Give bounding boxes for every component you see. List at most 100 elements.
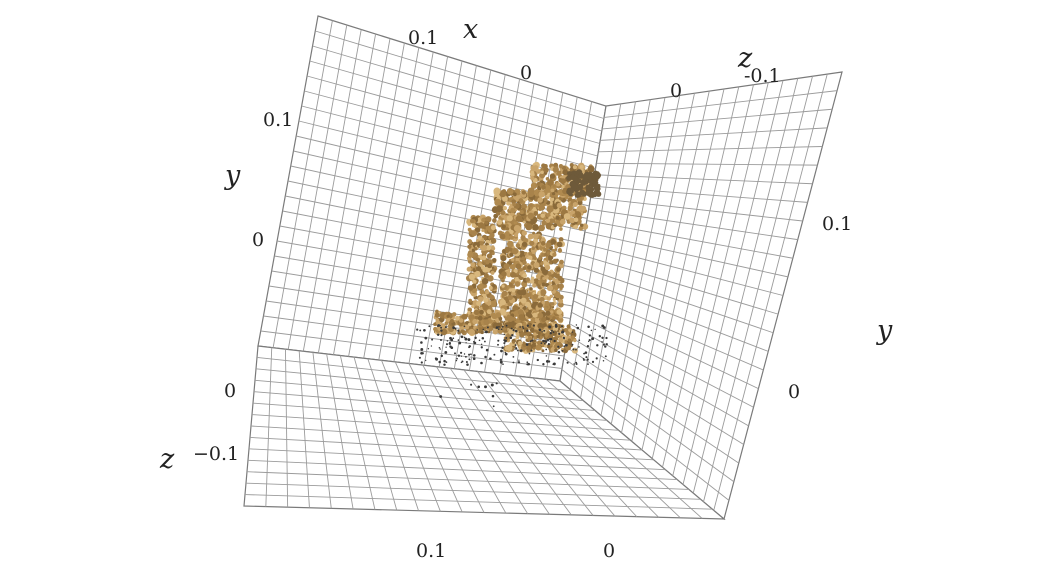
cloud-point (526, 345, 532, 351)
cloud-point (578, 226, 584, 231)
cloud-point (446, 340, 449, 342)
point-cloud (416, 161, 608, 408)
cloud-point (500, 255, 507, 262)
cloud-point (572, 165, 577, 170)
cloud-point (549, 331, 553, 335)
cloud-point (470, 383, 473, 386)
cloud-point (421, 352, 424, 355)
back-right-grid-line (584, 231, 789, 278)
cloud-point (546, 296, 552, 301)
cloud-point (416, 328, 419, 331)
cloud-point (582, 193, 587, 197)
cloud-point (566, 187, 572, 193)
cloud-point (544, 303, 548, 307)
cloud-point (449, 345, 452, 348)
cloud-point (558, 237, 564, 242)
cloud-point (573, 217, 579, 223)
cloud-point (490, 246, 496, 251)
cloud-point (493, 189, 500, 196)
cloud-point (439, 338, 443, 342)
floor-grid-line (249, 436, 654, 461)
cloud-point (502, 363, 504, 366)
cloud-point (545, 242, 552, 248)
cloud-point (456, 357, 458, 360)
cloud-point (440, 334, 443, 337)
cloud-point (479, 309, 484, 315)
cloud-point (511, 258, 515, 262)
cloud-point (578, 173, 584, 179)
cloud-point (521, 203, 527, 210)
cloud-point (538, 226, 543, 232)
cloud-point (541, 163, 546, 168)
cloud-point (474, 271, 481, 278)
cloud-point (525, 343, 529, 346)
cloud-point (479, 241, 484, 246)
cloud-point (445, 343, 449, 346)
cloud-point (535, 203, 540, 208)
cloud-point (585, 356, 588, 359)
cloud-point (538, 204, 545, 211)
cloud-point (468, 353, 471, 356)
right-z-tick-minus-0.1: -0.1 (744, 65, 781, 87)
back-right-grid-line (565, 346, 740, 464)
cloud-point (583, 359, 585, 361)
cloud-point (519, 251, 526, 258)
cloud-point (497, 339, 500, 342)
cloud-point (425, 359, 427, 362)
cloud-point (526, 322, 533, 329)
cloud-point (512, 316, 517, 321)
cloud-point (558, 324, 562, 328)
cloud-point (482, 328, 485, 331)
cloud-point (474, 315, 479, 320)
cloud-point (550, 302, 555, 306)
cloud-point (545, 319, 550, 324)
cloud-point (477, 235, 482, 240)
cloud-point (554, 348, 558, 352)
cloud-point (514, 281, 521, 287)
back-right-grid (561, 74, 838, 511)
cloud-point (488, 285, 493, 290)
cloud-point (490, 309, 495, 313)
cloud-point (587, 325, 590, 329)
cloud-point (537, 302, 543, 308)
cloud-point (490, 383, 494, 387)
cloud-point (540, 213, 545, 218)
cloud-point (572, 213, 576, 218)
cloud-point (538, 191, 545, 198)
cloud-point (483, 340, 486, 343)
cloud-point (458, 318, 464, 323)
cloud-point (559, 178, 566, 185)
cloud-point (532, 346, 536, 350)
cloud-point (505, 336, 508, 339)
cloud-point (525, 292, 531, 298)
cloud-point (569, 217, 576, 224)
cloud-point (467, 310, 471, 315)
cloud-point (505, 227, 510, 231)
cloud-point (519, 267, 523, 272)
cloud-point (556, 267, 561, 272)
cloud-point (604, 345, 607, 348)
cloud-point (579, 205, 587, 212)
cloud-point (564, 341, 568, 345)
cloud-point (513, 268, 518, 274)
left-z-tick-minus-0.1: −0.1 (193, 443, 239, 465)
cloud-point (551, 192, 556, 196)
cloud-point (535, 344, 542, 351)
cloud-point (552, 298, 556, 302)
cloud-point (505, 249, 509, 254)
cloud-point (533, 256, 537, 261)
floor-grid-line (255, 368, 584, 402)
cloud-point (536, 358, 539, 362)
cloud-point (556, 241, 563, 248)
cloud-point (519, 349, 523, 352)
cloud-point (489, 232, 495, 238)
cloud-point (563, 328, 569, 333)
cloud-point (543, 329, 546, 332)
cloud-point (517, 340, 523, 346)
cloud-point (588, 339, 591, 342)
cloud-point (558, 314, 563, 319)
cloud-point (525, 223, 533, 231)
floor-grid-line (250, 425, 643, 451)
cloud-point (537, 331, 541, 335)
cloud-point (457, 339, 460, 341)
